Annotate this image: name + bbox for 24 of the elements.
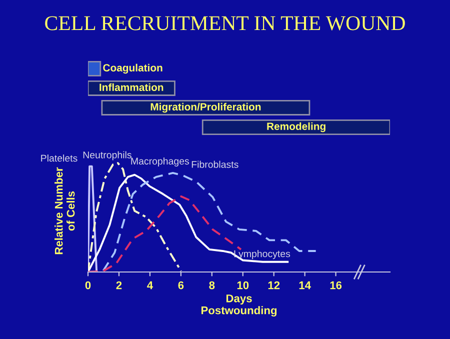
bar [202,120,390,135]
x-tick-label: 10 [237,281,249,290]
annotation: Fibroblasts [192,160,238,168]
bar [88,60,102,76]
y-tick-label: Inflammation [100,83,164,92]
annotation: Lymphocytes [234,250,290,260]
bar [101,100,310,116]
y-axis-title: Relative Number of Cells [54,167,75,254]
x-tick-label: 0 [85,281,91,290]
x-tick-label: 4 [147,281,153,290]
y-tick-label: Migration/Proliferation [150,102,261,113]
x-tick-label: 2 [116,281,122,290]
annotation: Macrophages [131,157,190,166]
x-tick-label: 6 [178,281,184,290]
x-tick-label: 16 [330,281,342,290]
y-tick-label: Coagulation [103,64,162,74]
x-tick-label: 14 [299,281,311,290]
annotation: Platelets [41,154,78,162]
y-tick-label: Remodeling [267,122,326,132]
x-tick-label: 12 [268,281,280,290]
x-tick-label: 8 [209,281,215,290]
x-axis-title: Days Postwounding [201,294,277,317]
annotation: Neutrophils [83,151,132,160]
chart-title: CELL RECRUITMENT IN THE WOUND [45,16,405,30]
